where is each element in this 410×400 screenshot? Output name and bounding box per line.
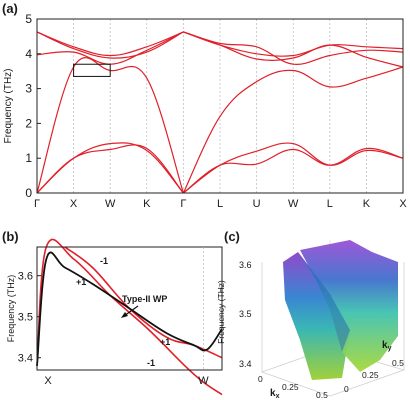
band-structure-x-tick-label: U	[253, 198, 261, 210]
surface-ky-tick-0.25: 0.25	[362, 370, 379, 380]
weyl-zoom-plot-frame	[36, 246, 223, 371]
annotation-red-upper: -1	[100, 256, 108, 266]
band-structure-x-tick-label: Γ	[34, 198, 40, 210]
phonon-band-5	[36, 31, 184, 57]
surface-kx-tick-0.25: 0.25	[282, 382, 299, 392]
weyl-zoom-y-tick-label: 3.4	[18, 353, 33, 365]
phonon-band-8	[183, 142, 404, 194]
band-structure-panel: 0 1 2 3 4 5 Γ X W K Γ L U W L K X Frequency (THz)	[3, 12, 407, 210]
surface-kx-tick-0.5: 0.5	[316, 390, 328, 400]
band-structure-y-ticks: 0 1 2 3 4 5	[25, 12, 41, 200]
surface-z-tick-3.6: 3.6	[239, 260, 252, 270]
phonon-band-9	[182, 66, 404, 194]
surface-z-tick-3.5: 3.5	[239, 309, 252, 319]
band-structure-x-tick-label: X	[70, 198, 78, 210]
band-structure-x-tick-label: K	[143, 198, 151, 210]
surface-z-axis-label: Frequency (THz)	[216, 280, 226, 344]
annotation-black-upper: +1	[76, 277, 86, 287]
band-structure-y-tick-label: 1	[25, 151, 32, 165]
surface-kx-tick-0: 0	[258, 374, 263, 384]
band-structure-y-tick-label: 4	[25, 47, 32, 61]
annotation-black-lower: +1	[160, 337, 170, 347]
weyl-zoom-y-axis-label: Frequency (THz)	[6, 275, 16, 343]
band-structure-axes	[36, 18, 404, 194]
weyl-zoom-curves	[36, 238, 223, 396]
weyl-band-red-1	[36, 238, 223, 396]
box-back-edges	[261, 262, 405, 397]
surface-crossing-region	[298, 252, 350, 352]
band-structure-y-tick-label: 3	[25, 82, 32, 96]
surface-sheet-lower	[283, 252, 350, 380]
annotation-type-ii-wp: Type-II WP	[122, 294, 167, 304]
band-structure-plot-frame	[36, 18, 404, 194]
phonon-band-10	[183, 31, 404, 68]
weyl-surface-panel: Frequency (THz) 3.6 3.5 3.4 0 0.25 0.5 k…	[216, 240, 405, 400]
surface-ky-tick-0: 0	[344, 384, 349, 394]
band-structure-curves	[36, 31, 404, 194]
weyl-band-black-3	[36, 251, 223, 366]
panel-label-b: (b)	[2, 229, 19, 244]
phonon-band-2	[36, 142, 184, 194]
annotation-arrowhead	[121, 312, 128, 318]
band-structure-x-tick-label: W	[288, 198, 299, 210]
weyl-zoom-axes	[36, 246, 223, 371]
band-structure-y-tick-label: 0	[25, 186, 32, 200]
panel-label-c: (c)	[224, 229, 240, 244]
band-structure-x-tick-label: Γ	[180, 198, 186, 210]
weyl-zoom-x-tick-label: W	[198, 375, 209, 387]
phonon-band-11	[183, 31, 404, 57]
surface-z-tick-3.4: 3.4	[239, 359, 252, 369]
band-structure-x-tick-label: W	[105, 198, 116, 210]
band-structure-x-tick-label: K	[363, 198, 371, 210]
phonon-band-4	[36, 31, 184, 59]
weyl-zoom-x-tick-label: X	[44, 375, 52, 387]
panel-label-a: (a)	[2, 1, 18, 16]
band-structure-x-tick-label: L	[217, 198, 223, 210]
band-structure-x-tick-label: X	[399, 198, 407, 210]
band-structure-x-tick-label: L	[327, 198, 333, 210]
weyl-zoom-y-tick-label: 3.5	[18, 312, 33, 324]
surface-ky-label: ky	[382, 340, 392, 352]
weyl-zoom-y-ticks: 3.4 3.5 3.6	[18, 271, 41, 365]
band-structure-y-tick-label: 5	[25, 12, 32, 26]
band-structure-y-axis-label: Frequency (THz)	[3, 68, 14, 143]
surface-sheet-upper	[300, 240, 398, 372]
annotation-red-lower: -1	[147, 358, 155, 368]
zoom-highlight-box	[73, 63, 111, 77]
band-structure-y-tick-label: 2	[25, 116, 32, 130]
surface-kx-label: kx	[270, 388, 280, 400]
weyl-zoom-y-tick-label: 3.6	[18, 271, 33, 283]
surface-ky-tick-0.5: 0.5	[392, 358, 404, 368]
phonon-band-12	[183, 31, 404, 65]
